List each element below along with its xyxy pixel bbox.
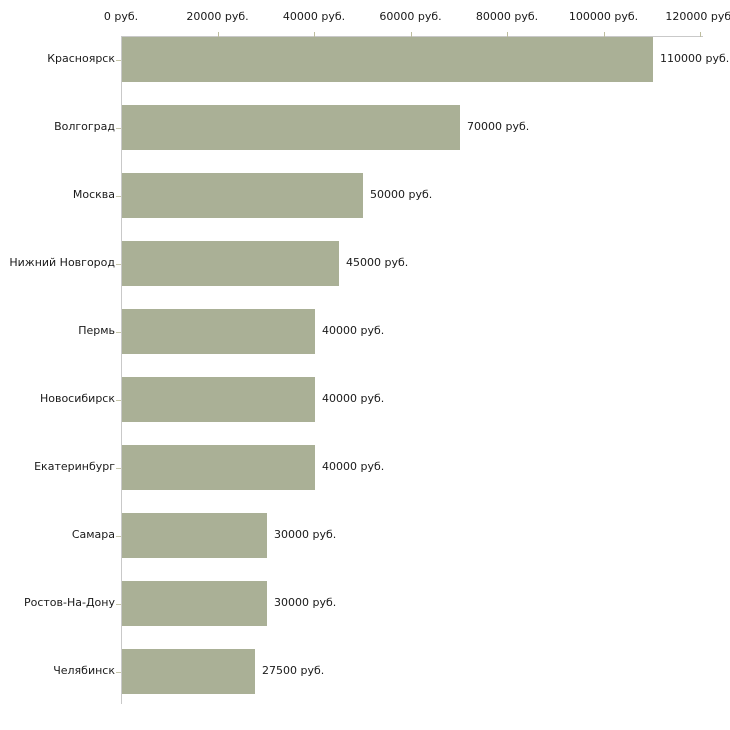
bar — [122, 241, 339, 286]
x-axis-tick-label: 20000 руб. — [186, 10, 249, 23]
x-axis-tick-mark — [314, 32, 315, 37]
category-tick-mark — [116, 128, 121, 129]
x-axis-tick-label: 40000 руб. — [282, 10, 346, 23]
x-axis-tick-mark — [603, 32, 605, 37]
x-axis-tick-label: 120000 руб. — [665, 10, 730, 23]
bar — [122, 37, 653, 82]
category-label: Красноярск — [47, 52, 115, 65]
y-axis-line — [121, 36, 122, 704]
category-tick-mark — [116, 400, 121, 401]
x-axis-tick-label: 100000 руб. — [568, 10, 639, 23]
bar — [122, 377, 315, 422]
category-tick-mark — [116, 332, 121, 333]
category-tick-mark — [116, 264, 121, 265]
value-label: 110000 руб. — [660, 52, 730, 65]
category-label: Самара — [71, 528, 115, 541]
category-tick-mark — [116, 196, 121, 197]
bar — [122, 513, 267, 558]
bar — [122, 309, 315, 354]
x-axis-tick-mark — [507, 32, 508, 37]
value-label: 27500 руб. — [262, 664, 325, 677]
bar — [122, 445, 315, 490]
bar — [122, 173, 363, 218]
x-axis-tick-mark — [217, 32, 219, 37]
category-tick-mark — [116, 672, 121, 673]
category-label: Волгоград — [54, 120, 115, 133]
category-label: Нижний Новгород — [9, 256, 115, 269]
value-label: 30000 руб. — [274, 528, 337, 541]
bar — [122, 105, 460, 150]
x-axis-tick-label: 0 руб. — [103, 10, 139, 23]
bar — [122, 581, 267, 626]
x-axis-tick-mark — [410, 32, 412, 37]
value-label: 50000 руб. — [370, 188, 433, 201]
category-label: Екатеринбург — [34, 460, 115, 473]
category-label: Челябинск — [53, 664, 115, 677]
category-label: Москва — [72, 188, 115, 201]
category-tick-mark — [116, 468, 121, 469]
value-label: 70000 руб. — [467, 120, 530, 133]
x-axis-tick-label: 80000 руб. — [475, 10, 539, 23]
bar — [122, 649, 255, 694]
value-label: 40000 руб. — [322, 460, 385, 473]
category-tick-mark — [116, 60, 121, 61]
x-axis-tick-label: 60000 руб. — [379, 10, 442, 23]
x-axis-line — [121, 36, 703, 37]
value-label: 40000 руб. — [322, 392, 385, 405]
category-label: Ростов-На-Дону — [23, 596, 115, 609]
value-label: 30000 руб. — [274, 596, 337, 609]
category-label: Пермь — [78, 324, 115, 337]
value-label: 45000 руб. — [346, 256, 409, 269]
category-tick-mark — [116, 536, 121, 537]
category-tick-mark — [116, 604, 121, 605]
value-label: 40000 руб. — [322, 324, 385, 337]
x-axis-tick-mark — [700, 32, 701, 37]
category-label: Новосибирск — [39, 392, 115, 405]
